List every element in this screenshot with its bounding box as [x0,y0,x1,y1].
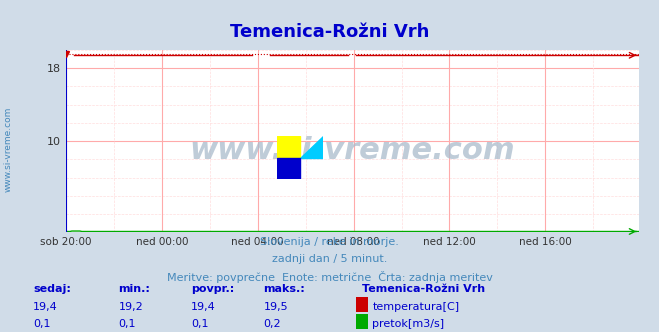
Text: zadnji dan / 5 minut.: zadnji dan / 5 minut. [272,254,387,264]
Text: 0,1: 0,1 [119,319,136,329]
Text: sedaj:: sedaj: [33,284,71,294]
Text: 0,1: 0,1 [33,319,51,329]
Text: 19,4: 19,4 [191,302,216,312]
Bar [277,136,300,158]
Text: Meritve: povprečne  Enote: metrične  Črta: zadnja meritev: Meritve: povprečne Enote: metrične Črta:… [167,271,492,283]
Text: Temenica-Rožni Vrh: Temenica-Rožni Vrh [230,23,429,41]
Text: www.si-vreme.com: www.si-vreme.com [190,136,515,165]
Text: 19,2: 19,2 [119,302,144,312]
Text: pretok[m3/s]: pretok[m3/s] [372,319,444,329]
Text: 0,2: 0,2 [264,319,281,329]
Polygon shape [277,158,300,179]
Polygon shape [300,136,323,158]
Text: 19,5: 19,5 [264,302,288,312]
Text: min.:: min.: [119,284,150,294]
Text: povpr.:: povpr.: [191,284,235,294]
Text: Slovenija / reke in morje.: Slovenija / reke in morje. [260,237,399,247]
Text: 0,1: 0,1 [191,319,209,329]
Text: temperatura[C]: temperatura[C] [372,302,459,312]
Text: www.si-vreme.com: www.si-vreme.com [3,107,13,192]
Text: Temenica-Rožni Vrh: Temenica-Rožni Vrh [362,284,486,294]
Text: maks.:: maks.: [264,284,305,294]
Polygon shape [277,158,300,179]
Text: 19,4: 19,4 [33,302,58,312]
